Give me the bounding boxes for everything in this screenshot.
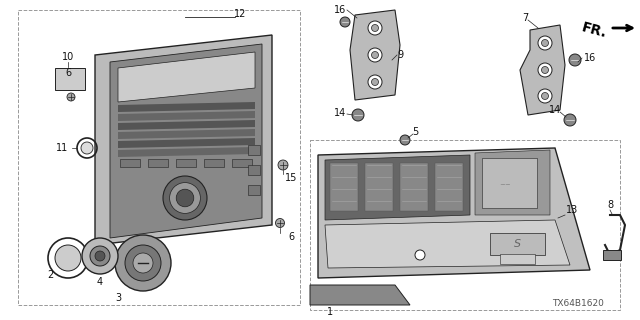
Polygon shape: [118, 102, 255, 112]
Text: 10: 10: [62, 52, 74, 62]
Circle shape: [95, 251, 105, 261]
Bar: [204, 159, 224, 167]
Text: 12: 12: [234, 9, 246, 19]
Bar: [55, 68, 85, 90]
Circle shape: [538, 89, 552, 103]
Circle shape: [176, 189, 194, 207]
Bar: [500, 254, 535, 264]
Circle shape: [278, 160, 288, 170]
Text: 9: 9: [397, 50, 403, 60]
Polygon shape: [118, 138, 255, 148]
Bar: [400, 163, 428, 211]
Circle shape: [541, 67, 548, 74]
Polygon shape: [118, 129, 255, 139]
Circle shape: [163, 176, 207, 220]
Bar: [120, 159, 140, 167]
Circle shape: [340, 17, 350, 27]
Bar: [435, 163, 463, 211]
Polygon shape: [118, 147, 255, 157]
Polygon shape: [520, 25, 565, 115]
Polygon shape: [118, 111, 255, 121]
Circle shape: [90, 246, 110, 266]
Polygon shape: [118, 52, 255, 102]
Circle shape: [371, 25, 378, 31]
Circle shape: [55, 245, 81, 271]
Bar: [330, 163, 358, 211]
Polygon shape: [325, 155, 470, 220]
Text: ~~: ~~: [499, 182, 511, 188]
Circle shape: [125, 245, 161, 281]
Polygon shape: [325, 220, 570, 268]
Text: TX64B1620: TX64B1620: [552, 299, 604, 308]
Circle shape: [400, 135, 410, 145]
Bar: [248, 145, 260, 155]
Polygon shape: [118, 120, 255, 130]
Text: 11: 11: [56, 143, 68, 153]
Circle shape: [368, 21, 382, 35]
Circle shape: [538, 36, 552, 50]
Text: 7: 7: [522, 13, 528, 23]
Text: 3: 3: [115, 293, 121, 303]
Bar: [148, 159, 168, 167]
Circle shape: [415, 250, 425, 260]
Text: 6: 6: [65, 68, 71, 78]
Polygon shape: [475, 150, 550, 215]
Circle shape: [569, 54, 581, 66]
Circle shape: [82, 238, 118, 274]
Text: 13: 13: [566, 205, 578, 215]
Circle shape: [368, 75, 382, 89]
Bar: [482, 158, 537, 208]
Circle shape: [564, 114, 576, 126]
Polygon shape: [110, 44, 262, 238]
Circle shape: [352, 109, 364, 121]
Text: 15: 15: [285, 173, 297, 183]
Text: 1: 1: [327, 307, 333, 317]
Text: 14: 14: [549, 105, 561, 115]
Text: 6: 6: [288, 232, 294, 242]
Text: S: S: [513, 239, 520, 249]
Text: 2: 2: [47, 270, 53, 280]
Polygon shape: [318, 148, 590, 278]
Circle shape: [133, 253, 153, 273]
Circle shape: [170, 183, 200, 213]
Circle shape: [368, 48, 382, 62]
Bar: [248, 185, 260, 195]
Circle shape: [275, 219, 285, 228]
Bar: [490, 233, 545, 255]
Text: 16: 16: [584, 53, 596, 63]
Bar: [248, 165, 260, 175]
Text: 4: 4: [97, 277, 103, 287]
Polygon shape: [95, 35, 272, 245]
Polygon shape: [350, 10, 400, 100]
Circle shape: [67, 93, 75, 101]
Text: FR.: FR.: [579, 20, 608, 40]
Circle shape: [81, 142, 93, 154]
Bar: [176, 159, 196, 167]
Text: 5: 5: [412, 127, 418, 137]
Circle shape: [115, 235, 171, 291]
Circle shape: [371, 78, 378, 85]
Circle shape: [541, 92, 548, 100]
Circle shape: [541, 39, 548, 46]
Text: 8: 8: [607, 200, 613, 210]
Text: 14: 14: [334, 108, 346, 118]
Bar: [603, 250, 621, 260]
Text: 16: 16: [334, 5, 346, 15]
Circle shape: [538, 63, 552, 77]
Bar: [232, 159, 252, 167]
Circle shape: [371, 52, 378, 59]
Bar: [365, 163, 393, 211]
Polygon shape: [310, 285, 410, 305]
